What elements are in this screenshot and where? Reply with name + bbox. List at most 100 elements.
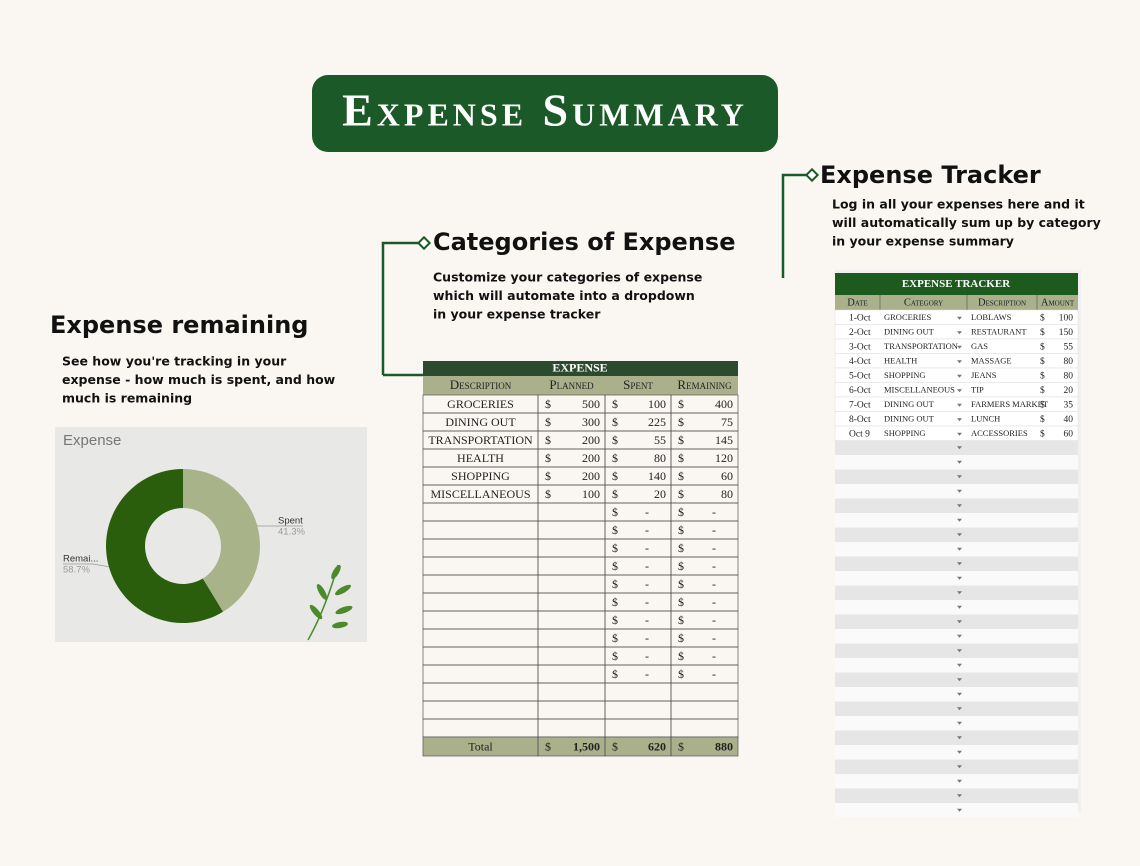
row-value: 200 [582,451,600,465]
description-cell: ACCESSORIES [971,428,1028,438]
description-cell: MASSAGE [971,356,1012,366]
row-value: - [645,667,649,681]
row-value: 500 [582,397,600,411]
empty-row [835,687,1078,702]
empty-row [835,730,1078,745]
dropdown-arrow [957,504,962,508]
currency-sign: $ [545,433,551,447]
row-value: 140 [648,469,666,483]
dropdown-arrow [957,533,962,537]
page-title: Expense Summary [342,85,748,136]
row-value: - [645,613,649,627]
dropdown-arrow [957,634,962,638]
currency-sign: $ [678,559,684,573]
row-value: 100 [648,397,666,411]
connector [781,173,812,278]
category-cell: DINING OUT [884,399,935,409]
currency-sign: $ [545,487,551,501]
empty-row [835,542,1078,557]
dropdown-arrow [957,489,962,493]
row-value: 60 [721,469,733,483]
total-row-bg [423,737,738,756]
category-cell: TRANSPORTATION [884,341,958,351]
dropdown-arrow [957,547,962,551]
currency-sign: $ [678,739,684,753]
row-value: 400 [715,397,733,411]
currency-sign: $ [612,559,618,573]
dropdown-arrow [957,345,962,349]
empty-row [835,527,1078,542]
currency-sign: $ [678,523,684,537]
currency-sign: $ [612,469,618,483]
description-line: will automatically sum up by category [832,215,1101,230]
amount-cell: 80 [1064,371,1074,381]
dropdown-arrow [957,460,962,464]
column-header: Date [847,297,867,308]
column-header: Remaining [677,377,732,392]
description-line: See how you're tracking in your [62,354,287,369]
row-label: SHOPPING [451,469,510,483]
date-cell: 8-Oct [849,415,871,425]
description-cell: GAS [971,341,988,351]
donut-slice [106,469,224,623]
connector-diamond [804,167,820,183]
row-value: - [645,649,649,663]
row-label: DINING OUT [445,415,516,429]
empty-row [835,571,1078,586]
currency-sign: $ [678,595,684,609]
empty-row [835,556,1078,571]
dropdown-arrow [957,316,962,320]
currency-sign: $ [612,577,618,591]
description-line: Customize your categories of expense [433,270,702,285]
amount-cell: 150 [1059,328,1074,338]
row-value: 120 [715,451,733,465]
amount-cell: 20 [1064,386,1074,396]
empty-row [835,745,1078,760]
leaves [307,564,353,641]
description-line: in your expense summary [832,234,1014,249]
row-value: - [712,595,716,609]
description-cell: LOBLAWS [971,312,1012,322]
dropdown-arrow [957,432,962,436]
currency-sign: $ [612,397,618,411]
currency-sign: $ [1040,341,1045,352]
row-value: 75 [721,415,733,429]
slice-value-label: 58.7% [63,565,90,576]
column-header: Category [904,297,943,308]
connector [381,241,424,375]
currency-sign: $ [612,631,618,645]
description-cell: RESTAURANT [971,327,1027,337]
amount-cell: 80 [1064,357,1074,367]
dropdown-arrow [957,446,962,450]
currency-sign: $ [678,613,684,627]
column-header: Amount [1041,297,1075,308]
row-value: - [712,649,716,663]
currency-sign: $ [678,487,684,501]
date-cell: 3-Oct [849,342,871,352]
row-value: 80 [654,451,666,465]
date-cell: 4-Oct [849,357,871,367]
dropdown-arrow [957,331,962,335]
table-title: EXPENSE [552,360,607,374]
dropdown-arrow [957,750,962,754]
title-banner [312,75,778,152]
row-value: 55 [654,433,666,447]
currency-sign: $ [545,469,551,483]
description-line: much is remaining [62,391,192,406]
currency-sign: $ [612,649,618,663]
total-value: 1,500 [573,739,600,753]
amount-cell: 55 [1064,342,1074,352]
empty-row [835,469,1078,484]
dropdown-arrow [957,403,962,407]
currency-sign: $ [678,541,684,555]
column-header: Description [450,377,512,392]
column-header: Description [978,297,1026,308]
column-header: Spent [623,377,653,392]
leader-line [256,524,303,527]
currency-sign: $ [545,451,551,465]
column-header: Planned [549,377,594,392]
row-value: - [712,523,716,537]
row-value: - [712,631,716,645]
dropdown-arrow [957,765,962,769]
currency-sign: $ [1040,428,1045,439]
